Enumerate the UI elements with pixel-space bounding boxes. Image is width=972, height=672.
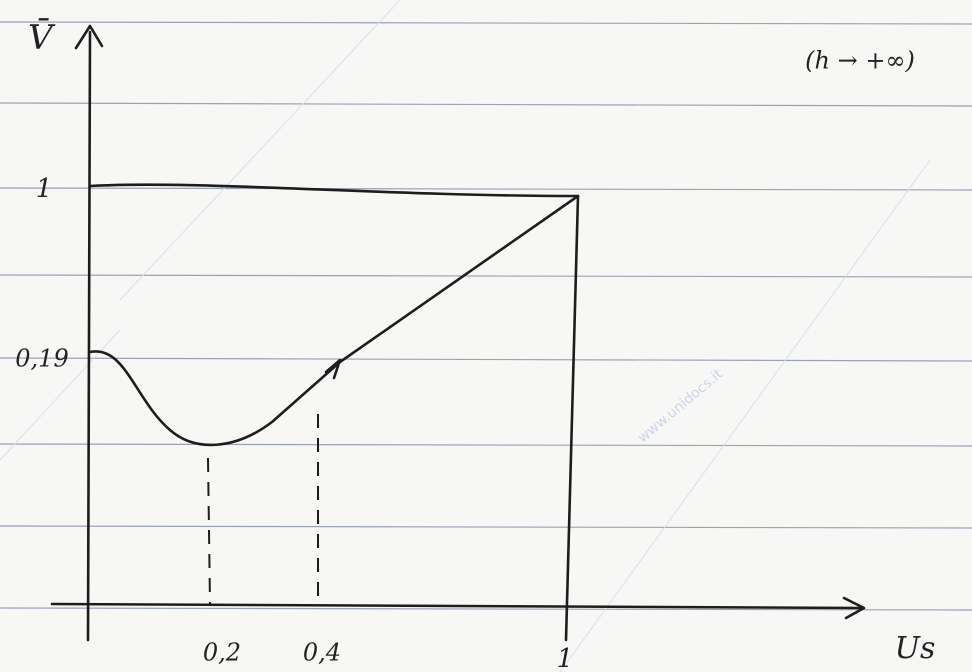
y-tick-label: 0,19 bbox=[15, 345, 68, 373]
annotation: (h → +∞) bbox=[805, 47, 915, 75]
x-tick-label: 1 bbox=[557, 644, 574, 672]
x-tick-label: 0,2 bbox=[203, 639, 241, 667]
paper bbox=[0, 0, 972, 672]
y-tick-label: 1 bbox=[36, 174, 53, 204]
x-tick-label: 0,4 bbox=[303, 639, 341, 667]
sketch: www.unidocs.it V̄ Us (h → +∞) 1 0,19 0,2… bbox=[0, 0, 972, 672]
x-axis-label: Us bbox=[895, 631, 936, 666]
y-axis-label: V̄ bbox=[28, 17, 56, 58]
